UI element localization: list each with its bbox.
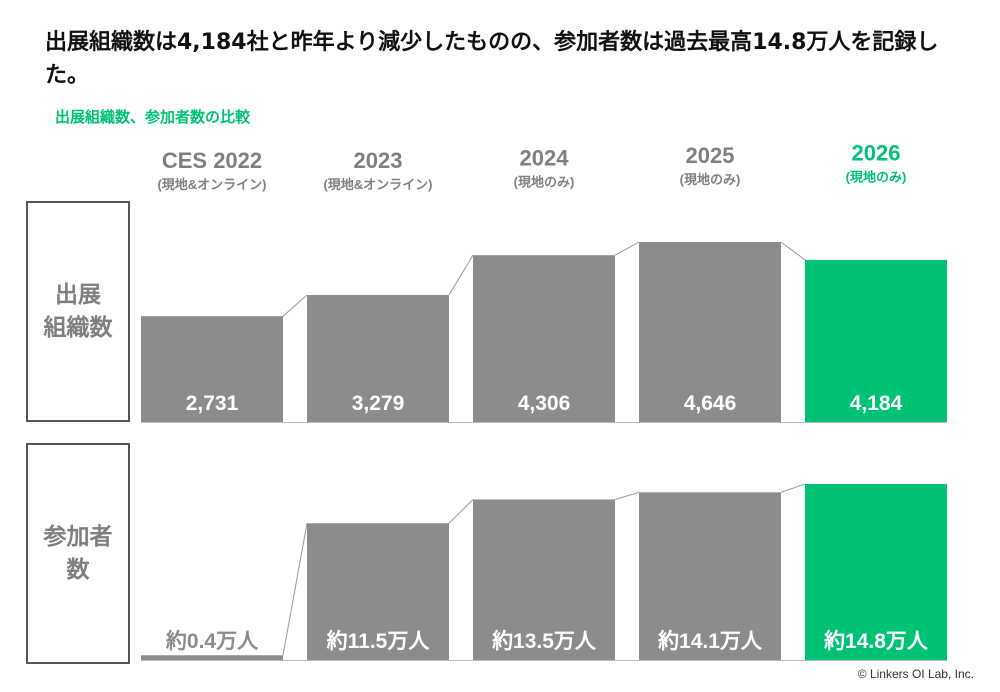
connector bbox=[448, 499, 474, 524]
bar bbox=[141, 316, 283, 422]
value-label: 約13.5万人 bbox=[491, 629, 597, 653]
bar bbox=[307, 294, 449, 422]
bar bbox=[639, 242, 781, 422]
category-note: (現地&オンライン) bbox=[323, 177, 432, 192]
value-label: 約14.8万人 bbox=[823, 629, 929, 653]
value-label: 約0.4万人 bbox=[165, 629, 259, 653]
value-label: 4,646 bbox=[684, 392, 737, 415]
connector bbox=[780, 241, 806, 261]
row-label: 参加者 数 bbox=[26, 443, 130, 664]
category-label: 2026 bbox=[852, 141, 901, 166]
value-label: 3,279 bbox=[352, 392, 405, 415]
connector bbox=[448, 254, 474, 296]
category-label: CES 2022 bbox=[162, 148, 262, 173]
category-note: (現地のみ) bbox=[514, 175, 575, 190]
connector bbox=[282, 294, 308, 317]
value-label: 約14.1万人 bbox=[657, 629, 763, 653]
value-label: 4,306 bbox=[518, 392, 571, 415]
category-note: (現地のみ) bbox=[680, 172, 741, 187]
category-note: (現地のみ) bbox=[846, 170, 907, 185]
connector bbox=[780, 483, 806, 493]
row-label: 出展 組織数 bbox=[26, 201, 130, 422]
category-note: (現地&オンライン) bbox=[157, 177, 266, 192]
category-label: 2025 bbox=[686, 143, 735, 168]
bar bbox=[473, 255, 615, 422]
bar bbox=[639, 492, 781, 660]
bar bbox=[805, 259, 947, 422]
value-label: 約11.5万人 bbox=[326, 629, 431, 653]
category-label: 2023 bbox=[354, 148, 403, 173]
bar bbox=[805, 484, 947, 660]
connector bbox=[282, 523, 308, 656]
connector bbox=[614, 491, 640, 500]
bar bbox=[473, 499, 615, 660]
category-label: 2024 bbox=[520, 146, 570, 171]
value-label: 2,731 bbox=[186, 392, 239, 415]
connector bbox=[614, 241, 640, 256]
bar bbox=[307, 523, 449, 660]
footnote: © Linkers OI Lab, Inc. bbox=[857, 667, 974, 681]
subtitle: 出展組織数、参加者数の比較 bbox=[55, 108, 251, 126]
value-label: 4,184 bbox=[850, 392, 903, 415]
bar bbox=[141, 655, 283, 660]
title: 出展組織数は4,184社と昨年より減少したものの、参加者数は過去最高14.8万人… bbox=[45, 30, 939, 88]
